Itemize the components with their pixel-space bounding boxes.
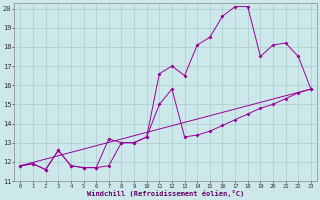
- X-axis label: Windchill (Refroidissement éolien,°C): Windchill (Refroidissement éolien,°C): [87, 190, 244, 197]
